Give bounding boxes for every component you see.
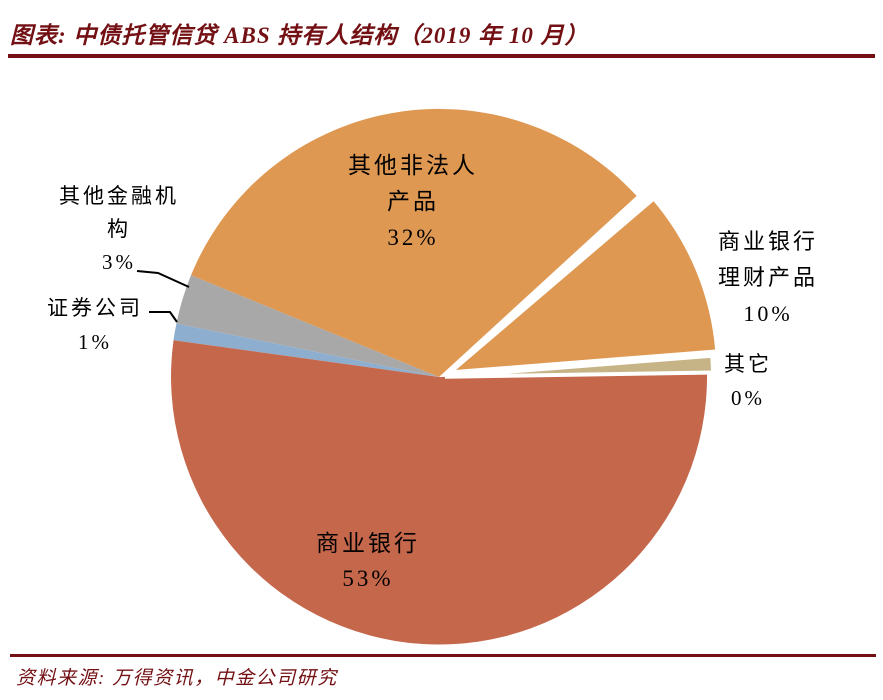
pie-slice-commercial-bank-wealth-management-products (444, 195, 720, 375)
pie-slice-other-financial-institutions (176, 275, 439, 377)
leader-line-other-financial-institutions (136, 270, 190, 288)
pie-slice-other-non-legal-person-products (191, 108, 637, 377)
pie-label-line: 构 (107, 217, 131, 241)
pie-label-other-non-legal-person-products: 其他非法人产品 32% (293, 148, 533, 256)
pie-label-line: 10% (743, 301, 793, 326)
pie-label-commercial-bank-wealth-management-products: 商业银行理财产品 10% (648, 224, 883, 332)
pie-slice-commercial-banks (171, 340, 708, 645)
pie-label-line: 1% (78, 330, 112, 354)
pie-slice-others (444, 353, 716, 379)
pie-label-line: 其他非法人 (348, 153, 478, 178)
pie-label-line: 理财产品 (717, 265, 818, 290)
pie-label-line: 3% (102, 250, 136, 274)
pie-label-line: 32% (387, 225, 439, 250)
pie-label-line: 商业银行 (316, 531, 420, 556)
leader-line-securities-companies (149, 311, 178, 323)
pie-label-line: 其它 (724, 352, 772, 376)
pie-label-others: 其它 0% (668, 347, 828, 415)
pie-label-line: 商业银行 (717, 229, 818, 254)
figure-title: 图表: 中债托管信贷 ABS 持有人结构（2019 年 10 月） (10, 23, 589, 48)
pie-label-line: 其他金融机 (59, 184, 179, 208)
source-note: 资料来源: 万得资讯，中金公司研究 (16, 668, 338, 689)
footer-rule (10, 654, 876, 657)
pie-label-line: 证券公司 (47, 296, 143, 320)
pie-label-line: 产品 (387, 189, 439, 214)
pie-label-other-financial-institutions: 其他金融机构 3% (29, 180, 209, 279)
pie-label-line: 0% (731, 386, 765, 410)
pie-label-line: 53% (342, 566, 394, 591)
pie-label-securities-companies: 证券公司 1% (5, 291, 185, 359)
pie-label-commercial-banks: 商业银行 53% (248, 526, 488, 596)
title-rule (8, 54, 875, 58)
pie-slice-securities-companies (173, 323, 439, 377)
